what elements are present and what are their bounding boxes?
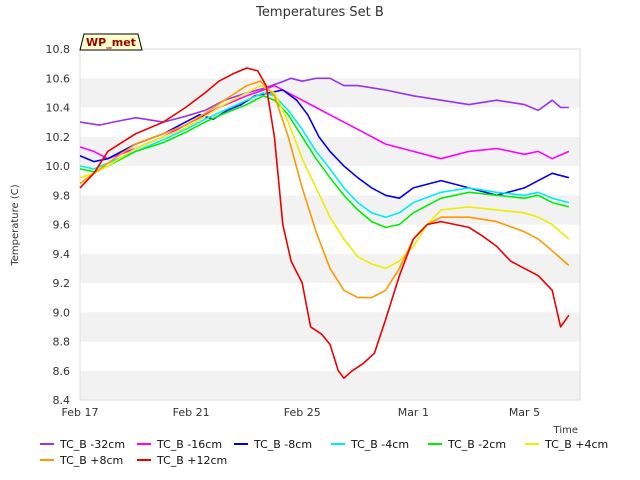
- legend-item: TC_B -32cm: [40, 438, 137, 451]
- y-tick-label: 9.8: [53, 189, 71, 202]
- x-ticks: Feb 17 Feb 21 Feb 25 Mar 1 Mar 5: [62, 406, 541, 419]
- plot-band: [80, 224, 580, 254]
- y-tick-label: 9.0: [53, 306, 71, 319]
- legend-item: TC_B -8cm: [234, 438, 331, 451]
- legend-item: TC_B +8cm: [40, 454, 137, 467]
- legend-item: TC_B +12cm: [137, 454, 234, 467]
- x-tick-label: Feb 25: [284, 406, 321, 419]
- x-tick-label: Feb 17: [62, 406, 99, 419]
- x-tick-label: Feb 21: [173, 406, 210, 419]
- plot-band: [80, 283, 580, 313]
- y-axis-label: Temperature (C): [10, 184, 21, 266]
- y-tick-label: 9.4: [53, 248, 71, 261]
- chart-title: Temperatures Set B: [255, 5, 384, 20]
- legend-swatch: [428, 443, 442, 445]
- y-tick-label: 10.4: [46, 102, 71, 115]
- legend-item: TC_B -4cm: [331, 438, 428, 451]
- legend-item: TC_B -16cm: [137, 438, 234, 451]
- x-tick-label: Mar 1: [398, 406, 429, 419]
- y-tick-label: 8.6: [53, 365, 71, 378]
- y-tick-label: 10.2: [46, 131, 71, 144]
- legend-swatch: [137, 459, 151, 461]
- legend-swatch: [525, 443, 539, 445]
- y-tick-label: 10.8: [46, 43, 71, 56]
- series-line-tc-b-8cm: [79, 80, 570, 299]
- y-ticks: 8.4 8.6 8.8 9.0 9.2 9.4 9.6 9.8 10.0 10.2 10.4 10.6…: [46, 43, 71, 407]
- series-line-tc-b-32cm: [79, 77, 569, 126]
- legend-label: TC_B +4cm: [545, 437, 609, 451]
- legend-item: TC_B +4cm: [525, 438, 622, 451]
- series-line-tc-b-2cm: [79, 95, 570, 229]
- y-tick-label: 10.6: [46, 72, 71, 85]
- legend-label: TC_B -8cm: [254, 437, 313, 451]
- x-tick-label: Mar 5: [509, 406, 540, 419]
- legend-label: TC_B -32cm: [60, 437, 126, 451]
- y-tick-label: 9.2: [53, 277, 71, 290]
- series-line-tc-b-12cm: [79, 67, 570, 379]
- annotation-text: WP_met: [86, 36, 136, 49]
- legend-swatch: [331, 443, 345, 445]
- legend-label: TC_B -2cm: [448, 437, 507, 451]
- legend-swatch: [234, 443, 248, 445]
- legend-row: TC_B -32cm TC_B -16cm TC_B -8cm TC_B -4cm TC…: [40, 436, 630, 452]
- legend-item: TC_B -2cm: [428, 438, 525, 451]
- series-lines: [79, 67, 570, 379]
- plot-band: [80, 78, 580, 108]
- x-axis-label: Time: [553, 425, 578, 436]
- series-line-tc-b-4cm: [79, 92, 570, 218]
- legend-label: TC_B -4cm: [351, 437, 410, 451]
- legend: TC_B -32cm TC_B -16cm TC_B -8cm TC_B -4cm TC…: [40, 436, 630, 468]
- plot-band: [80, 49, 580, 79]
- legend-row: TC_B +8cm TC_B +12cm: [40, 452, 630, 468]
- plot-band: [80, 166, 580, 196]
- annotation-wp-met: WP_met: [79, 33, 143, 51]
- series-line-tc-b-4cm: [79, 84, 570, 270]
- legend-label: TC_B +12cm: [157, 453, 228, 467]
- legend-label: TC_B +8cm: [60, 453, 124, 467]
- y-tick-label: 8.8: [53, 336, 71, 349]
- plot-band: [80, 107, 580, 137]
- legend-swatch: [40, 443, 54, 445]
- legend-label: TC_B -16cm: [157, 437, 223, 451]
- legend-swatch: [40, 459, 54, 461]
- plot-band: [80, 312, 580, 342]
- y-tick-label: 8.4: [53, 394, 71, 407]
- plot-band: [80, 195, 580, 225]
- legend-swatch: [137, 443, 151, 445]
- plot-frame: [79, 48, 581, 401]
- plot-band: [80, 370, 580, 400]
- y-tick-label: 10.0: [46, 160, 71, 173]
- y-tick-label: 9.6: [53, 219, 71, 232]
